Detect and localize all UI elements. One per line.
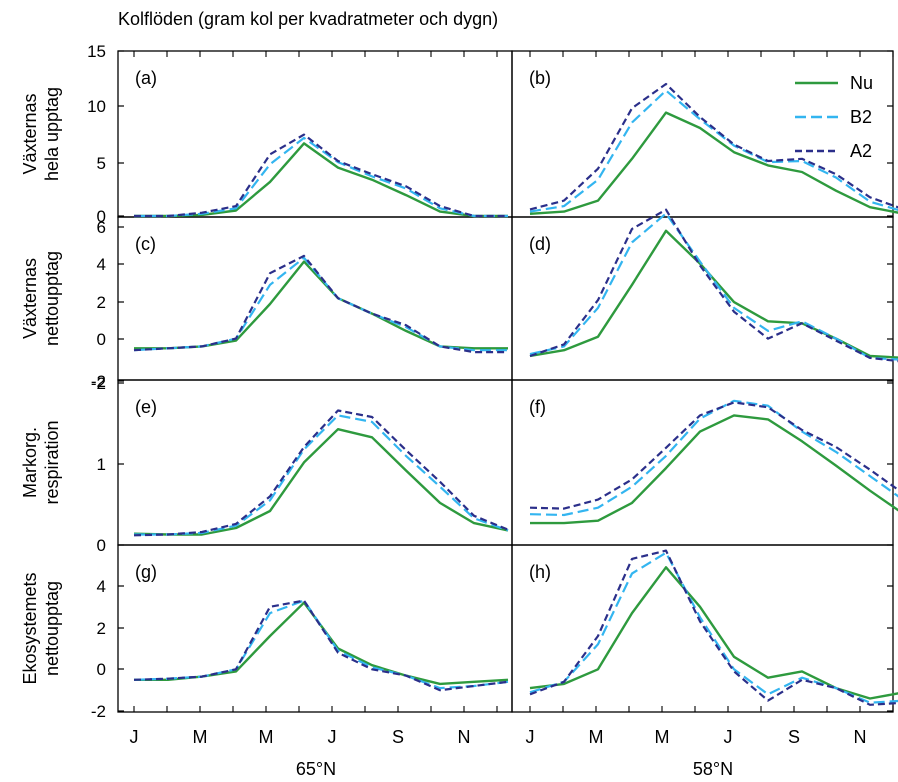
column-label-58n: 58°N <box>693 759 733 779</box>
series-line-b2 <box>529 551 898 704</box>
series-line-a2 <box>133 409 509 537</box>
y-tick-label: 0 <box>97 660 106 679</box>
y-tick-label: 4 <box>97 577 106 596</box>
panel-letter: (c) <box>135 234 156 254</box>
y-tick-label: 5 <box>97 154 106 173</box>
series-line-nu <box>133 428 509 536</box>
series-line-b2 <box>133 599 509 690</box>
x-tick-label: M <box>655 727 670 747</box>
y-axis-label-line1: Ekosystemets <box>20 572 40 684</box>
series-line-b2 <box>529 212 898 361</box>
series-line-nu <box>529 566 898 700</box>
panel-d <box>529 208 898 363</box>
series-line-a2 <box>529 401 898 510</box>
y-tick-label: 15 <box>87 42 106 61</box>
series-line-b2 <box>134 136 508 218</box>
y-axis-label-line1: Växternas <box>20 93 40 174</box>
y-tick-label: 10 <box>87 97 106 116</box>
x-tick-label: J <box>328 727 337 747</box>
panel-b <box>529 82 898 215</box>
panel-a <box>134 133 508 218</box>
y-tick-label: 4 <box>97 255 106 274</box>
panel-e <box>133 409 509 537</box>
y-tick-label: 2 <box>97 619 106 638</box>
panel-f <box>529 399 898 525</box>
panel-g <box>133 599 509 692</box>
y-axis-label-line2: nettoupptag <box>42 581 62 676</box>
series-line-nu <box>529 229 898 359</box>
series-line-nu <box>134 142 508 218</box>
panel-frame-f <box>511 379 894 546</box>
series-line-a2 <box>134 133 508 218</box>
series-line-nu <box>134 601 509 686</box>
y-axis-label: Markorg. respiration <box>20 420 62 504</box>
x-tick-label: J <box>130 727 139 747</box>
panel-frame-d <box>511 216 894 381</box>
series-line-a2 <box>529 208 898 363</box>
y-tick-label: 2 <box>97 293 106 312</box>
series-line-b2 <box>133 256 508 352</box>
y-tick-label: -2 <box>91 374 106 393</box>
series-line-nu <box>134 260 508 350</box>
legend-label-nu: Nu <box>850 73 873 93</box>
panel-letter: (g) <box>135 562 157 582</box>
y-axis-label-line1: Markorg. <box>20 427 40 498</box>
x-tick-label: M <box>589 727 604 747</box>
x-tick-label: M <box>193 727 208 747</box>
series-line-nu <box>530 414 898 525</box>
panel-letter: (h) <box>529 562 551 582</box>
legend-label-b2: B2 <box>850 107 872 127</box>
series-line-nu <box>529 111 898 215</box>
panel-letter: (e) <box>135 397 157 417</box>
y-tick-label: 0 <box>97 207 106 226</box>
legend: Nu B2 A2 <box>795 73 873 161</box>
y-tick-label: 1 <box>97 455 106 474</box>
y-axis-label-line2: respiration <box>42 420 62 504</box>
series-line-a2 <box>133 254 508 354</box>
panel-frame-b <box>511 50 894 218</box>
x-tick-label: S <box>788 727 800 747</box>
series-line-b2 <box>529 399 898 517</box>
panel-letter: (f) <box>529 397 546 417</box>
panel-letter: (b) <box>529 68 551 88</box>
y-axis-label: Växternas nettoupptag <box>20 251 62 346</box>
panel-frame-e <box>117 379 513 546</box>
figure-title: Kolflöden (gram kol per kvadratmeter och… <box>118 9 498 29</box>
x-tick-label: N <box>458 727 471 747</box>
y-tick-label: 0 <box>97 536 106 555</box>
panel-h <box>529 549 898 706</box>
x-tick-label: S <box>392 727 404 747</box>
y-tick-label: 0 <box>97 330 106 349</box>
x-tick-label: N <box>854 727 867 747</box>
panel-c <box>133 254 508 354</box>
panel-letter: (d) <box>529 234 551 254</box>
series-line-a2 <box>133 599 509 692</box>
series-line-a2 <box>529 549 898 706</box>
x-tick-label: J <box>724 727 733 747</box>
series-line-b2 <box>529 89 898 213</box>
y-axis-label: Ekosystemets nettoupptag <box>20 572 62 684</box>
y-axis-label-line2: nettoupptag <box>42 251 62 346</box>
series-line-b2 <box>134 414 509 536</box>
x-tick-label: J <box>526 727 535 747</box>
x-tick-label: M <box>259 727 274 747</box>
y-axis-label-line2: hela upptag <box>42 87 62 181</box>
y-tick-label: 6 <box>97 218 106 237</box>
panel-frame-c <box>117 216 513 381</box>
series-line-a2 <box>529 82 898 211</box>
legend-label-a2: A2 <box>850 141 872 161</box>
y-axis-label: Växternas hela upptag <box>20 87 62 181</box>
column-label-65n: 65°N <box>296 759 336 779</box>
y-tick-label: -2 <box>91 372 106 391</box>
y-tick-label: -2 <box>91 702 106 721</box>
panel-frame-a <box>117 50 513 218</box>
panel-letter: (a) <box>135 68 157 88</box>
y-axis-label-line1: Växternas <box>20 258 40 339</box>
